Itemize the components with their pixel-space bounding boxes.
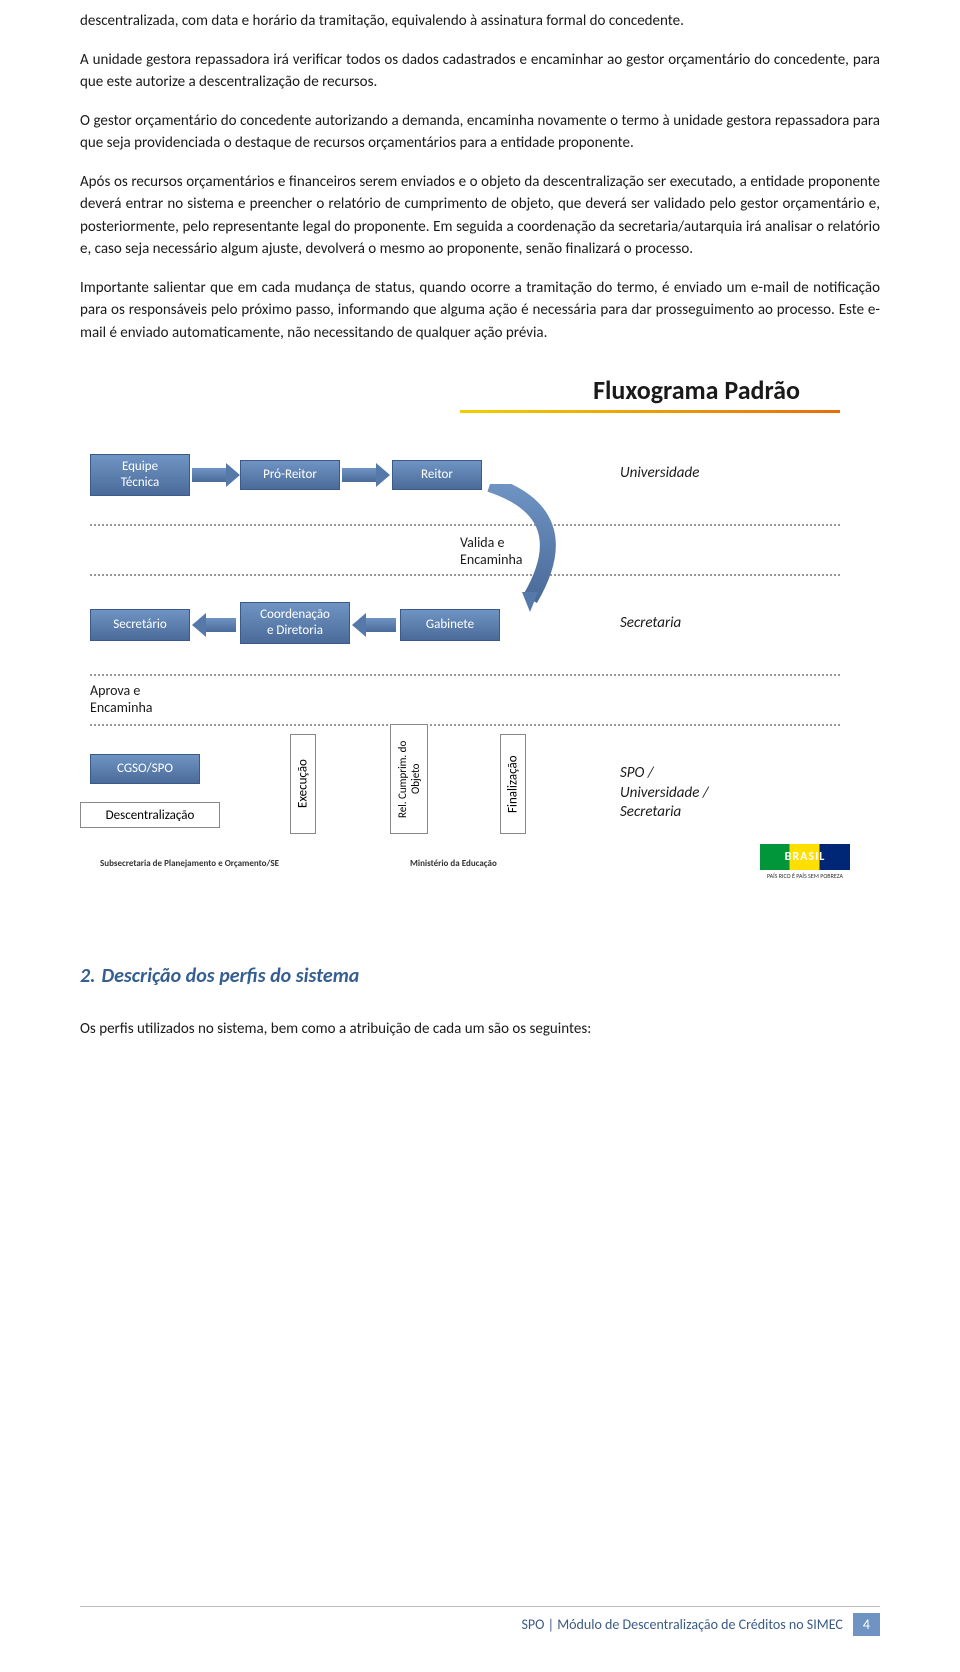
brasil-logo-subtitle: PAÍS RICO É PAÍS SEM POBREZA	[760, 872, 850, 880]
footer-divider	[80, 1606, 880, 1607]
arrow-icon	[342, 468, 376, 482]
swimlane-label-universidade: Universidade	[620, 464, 699, 482]
dotted-divider	[90, 524, 840, 526]
node-reitor: Reitor	[392, 460, 482, 490]
paragraph-3: O gestor orçamentário do concedente auto…	[80, 110, 880, 155]
flowchart-underline	[460, 410, 840, 413]
flowchart: Fluxograma Padrão Equipe Técnica Pró-Rei…	[80, 374, 880, 924]
paragraph-4: Após os recursos orçamentários e finance…	[80, 171, 880, 261]
intro-line: Os perfis utilizados no sistema, bem com…	[80, 1018, 880, 1041]
arrow-icon	[366, 618, 396, 632]
label-aprova-encaminha: Aprova e Encaminha	[90, 682, 153, 716]
node-descentralizacao: Descentralização	[80, 802, 220, 828]
node-secretario: Secretário	[90, 609, 190, 641]
page-footer: SPO | Módulo de Descentralização de Créd…	[80, 1606, 880, 1636]
swimlane-label-spo: SPO / Universidade / Secretaria	[620, 764, 709, 823]
flowchart-footer-left: Subsecretaria de Planejamento e Orçament…	[100, 858, 279, 869]
node-pro-reitor: Pró-Reitor	[240, 460, 340, 490]
flowchart-title: Fluxograma Padrão	[593, 374, 800, 406]
arrow-icon	[192, 468, 226, 482]
node-gabinete: Gabinete	[400, 609, 500, 641]
flowchart-footer-center: Ministério da Educação	[410, 858, 497, 869]
section-title: Descrição dos perfis do sistema	[101, 964, 359, 988]
paragraph-2: A unidade gestora repassadora irá verifi…	[80, 49, 880, 94]
node-cgso-spo: CGSO/SPO	[90, 754, 200, 784]
dotted-divider	[90, 574, 840, 576]
swimlane-label-secretaria: Secretaria	[620, 614, 681, 632]
paragraph-1: descentralizada, com data e horário da t…	[80, 10, 880, 33]
section-number: 2.	[80, 964, 95, 988]
node-coordenacao-diretoria: Coordenação e Diretoria	[240, 602, 350, 644]
brasil-logo-text: BRASIL	[760, 844, 850, 870]
curved-arrow-icon	[480, 484, 600, 614]
section-heading: 2.Descrição dos perfis do sistema	[80, 964, 880, 988]
node-rel-cumprimento: Rel. Cumprim. do Objeto	[390, 724, 428, 834]
node-finalizacao: Finalização	[500, 734, 526, 834]
brasil-logo: BRASIL PAÍS RICO É PAÍS SEM POBREZA	[760, 844, 850, 884]
page-number: 4	[853, 1613, 880, 1636]
arrow-icon	[206, 618, 236, 632]
dotted-divider	[90, 724, 840, 726]
node-equipe-tecnica: Equipe Técnica	[90, 454, 190, 496]
paragraph-5: Importante salientar que em cada mudança…	[80, 277, 880, 345]
footer-text: SPO | Módulo de Descentralização de Créd…	[521, 1616, 842, 1633]
node-execucao: Execução	[290, 734, 316, 834]
dotted-divider	[90, 674, 840, 676]
